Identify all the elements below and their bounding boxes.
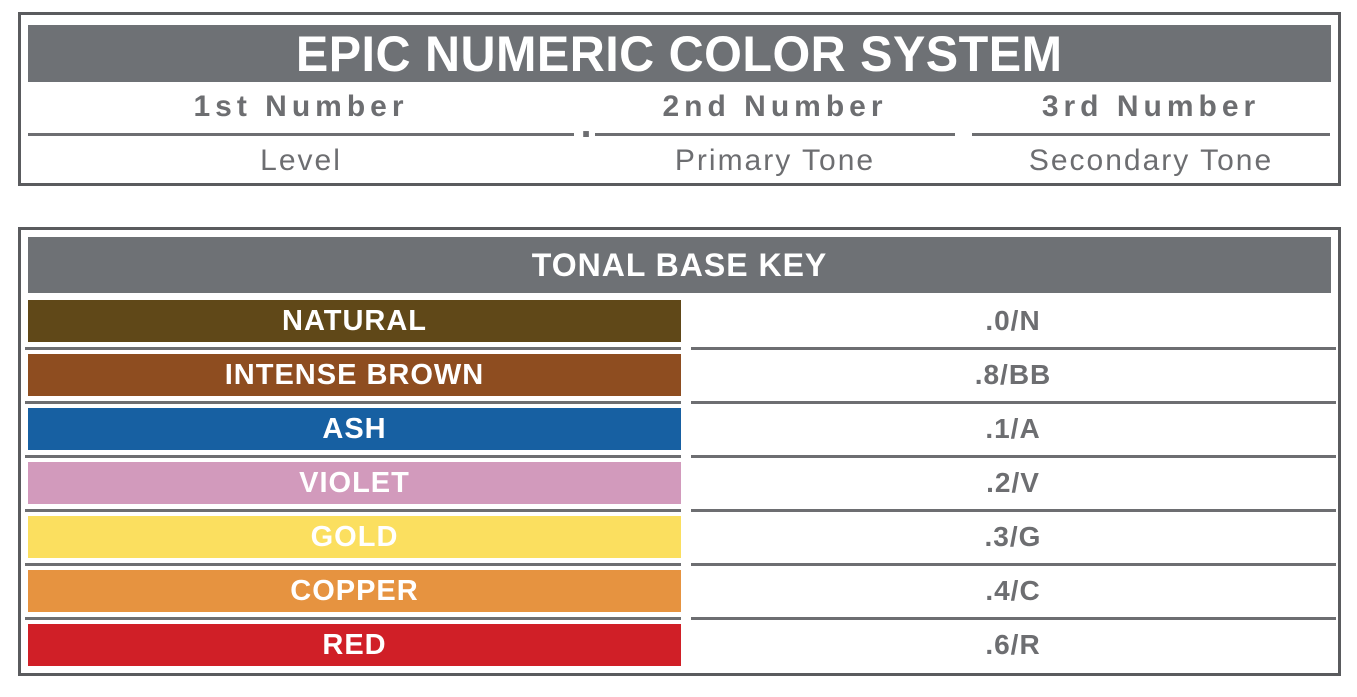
tonal-row: INTENSE BROWN .8/BB [25,354,1336,404]
tonal-row: ASH .1/A [25,408,1336,458]
second-number-meaning: Primary Tone [674,144,876,177]
row-separator-right [691,455,1336,458]
tone-name: INTENSE BROWN [224,358,485,391]
tonal-row: COPPER .4/C [25,570,1336,620]
tonal-row: GOLD .3/G [25,516,1336,566]
tone-code: .2/V [986,467,1040,498]
key-title-bar: TONAL BASE KEY [28,237,1331,293]
second-number-underline [595,133,955,136]
tone-name: ASH [322,412,387,445]
row-separator-left [25,509,681,512]
third-number-underline [972,133,1330,136]
first-number-label: 1st Number [193,90,409,123]
tone-code: .3/G [984,521,1042,552]
column-first-number: 1st Number Level [28,90,574,178]
tone-name: GOLD [310,520,399,553]
first-number-meaning: Level [260,144,342,177]
first-number-underline [28,133,574,136]
tone-code: .0/N [985,305,1041,336]
tonal-rows: NATURAL .0/N INTENSE BROWN .8/BB ASH .1/… [25,300,1336,666]
tone-code: .8/BB [974,359,1052,390]
row-separator-left [25,401,681,404]
row-separator-left [25,563,681,566]
tone-code: .1/A [985,413,1041,444]
tone-swatch: INTENSE BROWN [28,354,681,396]
tone-swatch: RED [28,624,681,666]
row-separator-right [691,509,1336,512]
row-separator-left [25,347,681,350]
tonal-base-key-panel: TONAL BASE KEY NATURAL .0/N INTENSE BROW… [18,227,1341,676]
third-number-label: 3rd Number [1041,90,1261,123]
key-title: TONAL BASE KEY [531,246,828,283]
tone-swatch: NATURAL [28,300,681,342]
tone-name: COPPER [290,574,419,607]
row-separator-right [691,617,1336,620]
tone-swatch: GOLD [28,516,681,558]
column-second-number: 2nd Number Primary Tone [595,90,955,178]
row-separator-left [25,455,681,458]
tone-name: NATURAL [282,304,427,337]
row-separator-right [691,401,1336,404]
column-third-number: 3rd Number Secondary Tone [972,90,1330,178]
second-number-label: 2nd Number [662,90,888,123]
tonal-row: VIOLET .2/V [25,462,1336,512]
tone-name: VIOLET [299,466,410,499]
tone-swatch: ASH [28,408,681,450]
row-separator-right [691,563,1336,566]
tonal-row: NATURAL .0/N [25,300,1336,350]
decimal-point: . [580,102,592,146]
panel-title-bar: EPIC NUMERIC COLOR SYSTEM [28,25,1331,82]
row-separator-right [691,347,1336,350]
tone-code: .6/R [985,629,1041,660]
tone-code: .4/C [985,575,1041,606]
tone-swatch: COPPER [28,570,681,612]
tonal-row: RED .6/R [28,624,1331,666]
row-separator-left [25,617,681,620]
tone-name: RED [322,628,387,661]
third-number-meaning: Secondary Tone [1028,144,1274,177]
numeric-system-panel: EPIC NUMERIC COLOR SYSTEM 1st Number Lev… [18,12,1341,186]
page-title: EPIC NUMERIC COLOR SYSTEM [296,25,1063,82]
tone-swatch: VIOLET [28,462,681,504]
